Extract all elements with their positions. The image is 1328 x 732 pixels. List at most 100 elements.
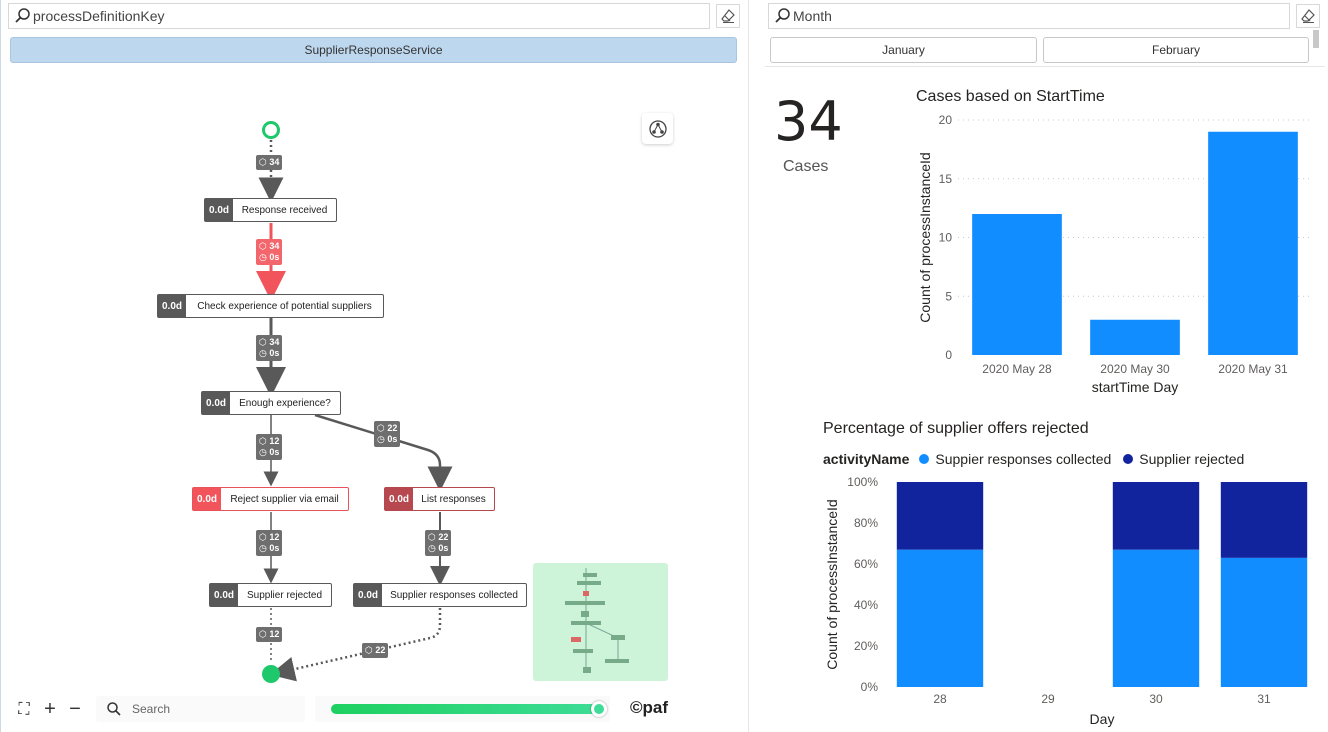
- edge-badge-enough-list[interactable]: ⬡ 22 ◷ 0s: [374, 421, 401, 447]
- node-responses-collected[interactable]: 0.0d Supplier responses collected: [353, 583, 527, 607]
- zoom-in-icon[interactable]: +: [44, 697, 56, 720]
- graph-layout-icon: [648, 119, 667, 138]
- chart2-ylabel: Count of processInstanceId: [824, 499, 840, 669]
- brand-logo: ©paf: [630, 698, 669, 717]
- end-event[interactable]: [262, 665, 280, 683]
- chart2-ytick: 80%: [854, 516, 878, 530]
- cases-bar-chart: 0 5 10 15 20 2020 May 28 2020 May 30 2020 May 3…: [917, 113, 1312, 395]
- process-key-placeholder: processDefinitionKey: [33, 8, 165, 24]
- node-label: Supplier rejected: [246, 589, 323, 601]
- rejected-stacked-chart: 0% 20% 40% 60% 80% 100% 28 29 30 31 Day Count of pr…: [824, 475, 1308, 727]
- month-item-january[interactable]: January: [770, 37, 1037, 63]
- legend-title: activityName: [823, 451, 910, 467]
- kpi-value: 34: [774, 90, 843, 153]
- chart1-bar[interactable]: [972, 214, 1062, 355]
- month-placeholder: Month: [793, 8, 832, 24]
- edge-badge-enough-reject[interactable]: ⬡ 12 ◷ 0s: [256, 434, 283, 460]
- month-item-label: February: [1151, 43, 1201, 57]
- edge-badge-received-check[interactable]: ⬡ 34 ◷ 0s: [256, 239, 283, 265]
- fit-view-icon[interactable]: ⛶: [18, 701, 30, 718]
- node-duration: 0.0d: [158, 295, 187, 317]
- node-duration: 0.0d: [354, 584, 383, 606]
- chart2-ytick: 100%: [847, 475, 878, 489]
- node-list-responses[interactable]: 0.0d List responses: [384, 487, 495, 511]
- chart1-ytick: 5: [945, 289, 952, 303]
- slicer-item-label: SupplierResponseService: [304, 43, 443, 57]
- month-search-input[interactable]: Month: [768, 3, 1290, 29]
- clear-month-eraser-icon[interactable]: [1296, 4, 1320, 28]
- chart1-ytick: 0: [945, 348, 952, 362]
- chart2-xtick: 30: [1149, 692, 1163, 706]
- process-key-search-input[interactable]: processDefinitionKey: [8, 3, 710, 29]
- chart1-xtick: 2020 May 30: [1100, 362, 1170, 376]
- node-label: Enough experience?: [239, 397, 331, 409]
- detail-slider-track-container: [315, 696, 610, 722]
- map-search-placeholder: Search: [132, 702, 171, 716]
- node-duration: 0.0d: [205, 199, 234, 221]
- legend-item-rejected[interactable]: Supplier rejected: [1139, 451, 1245, 467]
- chart1-ylabel: Count of processInstanceId: [917, 152, 933, 322]
- chart2-xtick: 29: [1041, 692, 1055, 706]
- chart2-xtick: 31: [1257, 692, 1271, 706]
- edge-badge-check-enough[interactable]: ⬡ 34 ◷ 0s: [256, 335, 283, 361]
- chart1-bar[interactable]: [1208, 131, 1298, 355]
- chart1-xtick: 2020 May 28: [982, 362, 1052, 376]
- chart1-ytick: 20: [939, 113, 953, 127]
- slicer-scrollbar[interactable]: [1313, 30, 1319, 48]
- chart1-title: Cases based on StartTime: [916, 88, 1105, 105]
- detail-slider-fill[interactable]: [331, 704, 599, 714]
- chart2-bar-segment[interactable]: [896, 549, 984, 687]
- edge-badge-reject-rejected[interactable]: ⬡ 12 ◷ 0s: [256, 530, 283, 556]
- detail-slider-handle[interactable]: [591, 701, 607, 717]
- node-duration: 0.0d: [193, 488, 222, 510]
- month-item-february[interactable]: February: [1043, 37, 1309, 63]
- node-supplier-rejected[interactable]: 0.0d Supplier rejected: [209, 583, 332, 607]
- chart2-bar-segment[interactable]: [896, 482, 984, 550]
- chart2-ytick: 60%: [854, 557, 878, 571]
- process-minimap[interactable]: [533, 563, 668, 681]
- node-label: Supplier responses collected: [390, 589, 518, 601]
- search-icon: [15, 8, 30, 23]
- legend-marker-collected: [919, 454, 930, 464]
- node-reject-supplier[interactable]: 0.0d Reject supplier via email: [192, 487, 349, 511]
- edge-badge-collected-end[interactable]: ⬡ 22: [362, 643, 389, 658]
- slicer-separator: [765, 66, 1325, 67]
- node-duration: 0.0d: [202, 392, 231, 414]
- chart2-title: Percentage of supplier offers rejected: [823, 420, 1089, 437]
- legend-marker-rejected: [1123, 454, 1134, 464]
- node-label: Check experience of potential suppliers: [197, 300, 372, 312]
- node-label: Response received: [241, 204, 328, 216]
- chart1-xlabel: startTime Day: [1092, 379, 1179, 395]
- node-duration: 0.0d: [210, 584, 239, 606]
- chart2-bar-segment[interactable]: [1112, 549, 1200, 687]
- slicer-item-supplier-response-service[interactable]: SupplierResponseService: [10, 37, 737, 63]
- zoom-out-icon[interactable]: −: [69, 697, 81, 720]
- auto-layout-button[interactable]: [642, 113, 673, 144]
- chart2-bar-segment[interactable]: [1220, 482, 1308, 558]
- chart2-bar-segment[interactable]: [1220, 557, 1308, 687]
- chart1-xtick: 2020 May 31: [1218, 362, 1288, 376]
- kpi-label: Cases: [783, 158, 829, 175]
- chart2-legend: activityName Suppier responses collected…: [823, 451, 1244, 467]
- node-enough-experience[interactable]: 0.0d Enough experience?: [201, 391, 341, 415]
- edge-badge-start[interactable]: ⬡ 34: [256, 155, 283, 170]
- edge-collected-end[interactable]: [269, 608, 442, 682]
- month-item-label: January: [882, 43, 925, 57]
- chart1-bar[interactable]: [1090, 319, 1180, 355]
- chart2-ytick: 20%: [854, 639, 878, 653]
- search-icon: [775, 8, 790, 23]
- node-duration: 0.0d: [385, 488, 414, 510]
- legend-item-collected[interactable]: Suppier responses collected: [935, 451, 1112, 467]
- node-check-experience[interactable]: 0.0d Check experience of potential suppl…: [157, 294, 384, 318]
- chart2-bar-segment[interactable]: [1112, 482, 1200, 550]
- chart2-ytick: 0%: [861, 680, 879, 694]
- edge-badge-rejected-end[interactable]: ⬡ 12: [256, 627, 283, 642]
- edge-badge-list-collected[interactable]: ⬡ 22 ◷ 0s: [425, 530, 452, 556]
- node-response-received[interactable]: 0.0d Response received: [204, 198, 337, 222]
- clear-selection-eraser-icon[interactable]: [716, 4, 740, 28]
- start-event[interactable]: [262, 121, 280, 139]
- chart2-xlabel: Day: [1090, 711, 1115, 727]
- chart1-ytick: 10: [939, 231, 953, 245]
- map-search-input[interactable]: Search: [96, 696, 305, 722]
- edge-enough-list[interactable]: [314, 413, 453, 492]
